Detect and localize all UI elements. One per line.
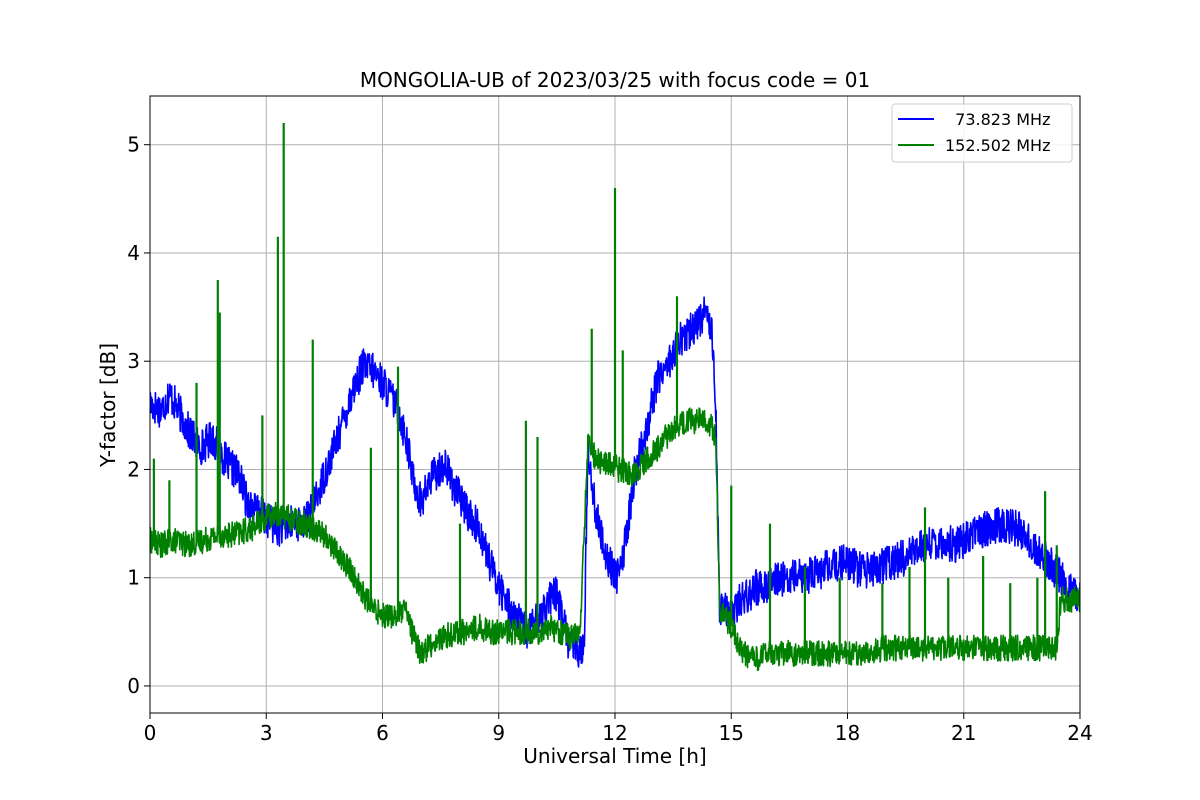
legend-label-152mhz: 152.502 MHz [945, 136, 1050, 155]
y-tick-label: 5 [127, 133, 140, 157]
y-axis-label: Y-factor [dB] [96, 343, 120, 468]
x-tick-label: 21 [951, 721, 976, 745]
x-tick-label: 18 [835, 721, 860, 745]
x-axis-ticks: 0 3 6 9 12 15 18 21 24 [144, 713, 1093, 745]
series-lines [150, 123, 1080, 672]
y-tick-label: 3 [127, 349, 140, 373]
legend-label-73mhz: 73.823 MHz [945, 110, 1050, 129]
x-tick-label: 3 [260, 721, 273, 745]
x-tick-label: 15 [719, 721, 744, 745]
x-tick-label: 0 [144, 721, 157, 745]
legend: 73.823 MHz 152.502 MHz [891, 103, 1073, 163]
y-tick-label: 2 [127, 457, 140, 481]
x-tick-label: 9 [492, 721, 505, 745]
chart-title: MONGOLIA-UB of 2023/03/25 with focus cod… [360, 68, 870, 92]
x-tick-label: 12 [602, 721, 627, 745]
legend-box [891, 103, 1073, 163]
y-tick-label: 4 [127, 241, 140, 265]
y-axis-ticks: 0 1 2 3 4 5 [127, 133, 150, 698]
x-tick-label: 24 [1067, 721, 1092, 745]
x-tick-label: 6 [376, 721, 389, 745]
y-tick-label: 1 [127, 566, 140, 590]
plot-area [150, 123, 1080, 672]
x-axis-label: Universal Time [h] [523, 744, 706, 768]
y-tick-label: 0 [127, 674, 140, 698]
